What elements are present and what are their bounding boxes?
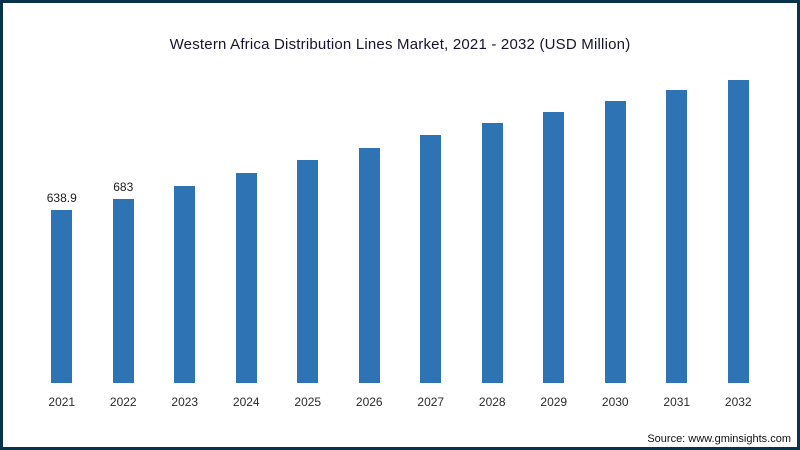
bar [112, 199, 134, 383]
bar [420, 135, 442, 383]
bar-group: 2030 [585, 59, 647, 411]
x-tick-label: 2024 [232, 395, 260, 409]
chart-title: Western Africa Distribution Lines Market… [169, 36, 631, 53]
bar [666, 90, 688, 383]
bar-group: 2028 [462, 59, 524, 411]
bar-value-label: 638.9 [46, 191, 77, 205]
bar-chart: 638.9 2021 683 2022 2023 2024 2025 2026 2027 2028… [3, 59, 797, 411]
bar [604, 101, 626, 383]
bar-group: 683 2022 [93, 59, 155, 411]
bar-group: 2032 [708, 59, 770, 411]
source-attribution: Source: www.gminsights.com [647, 433, 791, 445]
bar [727, 80, 749, 383]
bar [543, 112, 565, 383]
x-tick-label: 2021 [48, 395, 76, 409]
x-tick-label: 2026 [355, 395, 383, 409]
x-tick-label: 2031 [663, 395, 691, 409]
x-tick-label: 2032 [724, 395, 752, 409]
x-tick-label: 2028 [478, 395, 506, 409]
x-tick-label: 2023 [171, 395, 199, 409]
x-tick-label: 2025 [294, 395, 322, 409]
bar-value-label: 683 [113, 180, 134, 194]
bar [358, 148, 380, 383]
x-tick-label: 2030 [601, 395, 629, 409]
bar-group: 2024 [216, 59, 278, 411]
bar-group: 638.9 2021 [31, 59, 93, 411]
bar [174, 186, 196, 383]
bar-group: 2023 [154, 59, 216, 411]
bar [481, 123, 503, 383]
bar-group: 2031 [646, 59, 708, 411]
bar [297, 160, 319, 383]
x-tick-label: 2029 [540, 395, 568, 409]
bar-group: 2026 [339, 59, 401, 411]
x-tick-label: 2027 [417, 395, 445, 409]
x-tick-label: 2022 [109, 395, 137, 409]
bar [235, 173, 257, 383]
bar-group: 2025 [277, 59, 339, 411]
bar-group: 2029 [523, 59, 585, 411]
bar [51, 210, 73, 383]
bar-group: 2027 [400, 59, 462, 411]
